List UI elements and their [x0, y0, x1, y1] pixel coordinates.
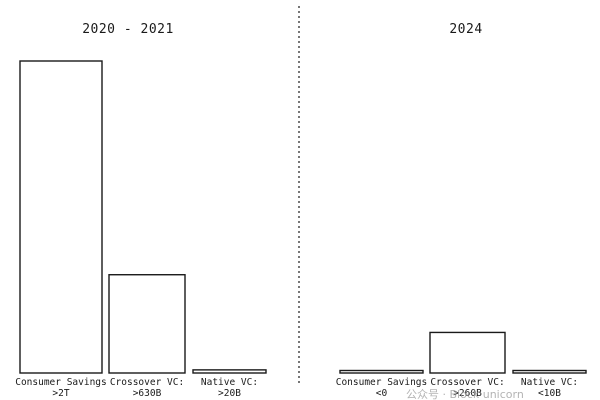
right-label-consumer-savings-line-2: <0: [376, 388, 388, 399]
left-label-crossover-vc-line-2: >630B: [133, 388, 162, 399]
right-label-native-vc-line-1: Native VC:: [521, 377, 578, 388]
left-label-crossover-vc-line-1: Crossover VC:: [110, 377, 184, 388]
right-label-consumer-savings-line-1: Consumer Savings: [336, 377, 428, 388]
bars-layer: [19, 60, 587, 374]
watermark: 公众号 · Block unicorn: [406, 388, 524, 400]
left-bar-native-vc: [192, 369, 267, 374]
left-bar-crossover-vc: [108, 274, 186, 374]
right-label-crossover-vc-line-2: >260B: [453, 388, 482, 399]
left-label-native-vc-line-1: Native VC:: [201, 377, 258, 388]
left-label-consumer-savings-line-1: Consumer Savings: [15, 377, 107, 388]
left-label-consumer-savings-line-2: >2T: [52, 388, 69, 399]
right-label-native-vc-line-2: <10B: [538, 388, 561, 399]
left-panel-title: 2020 - 2021: [82, 22, 174, 37]
right-bar-native-vc: [512, 369, 587, 374]
right-panel-title: 2024: [449, 22, 482, 37]
right-bar-consumer-savings: [339, 369, 424, 374]
right-label-crossover-vc-line-1: Crossover VC:: [430, 377, 504, 388]
left-bar-consumer-savings: [19, 60, 103, 374]
right-bar-crossover-vc: [429, 331, 506, 374]
left-label-native-vc-line-2: >20B: [218, 388, 241, 399]
